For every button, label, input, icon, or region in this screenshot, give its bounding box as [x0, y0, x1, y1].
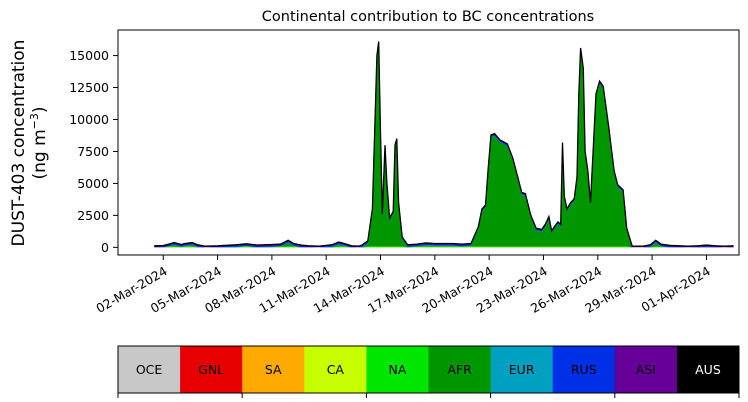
chart-title: Continental contribution to BC concentra… [262, 9, 594, 25]
area-asi [154, 41, 734, 248]
legend-swatch-gnl [180, 346, 243, 393]
y-axis-unit-sup: −3 [28, 113, 41, 129]
legend-frame [117, 345, 740, 394]
legend-swatch-eur [490, 346, 554, 393]
plot-area [154, 41, 734, 248]
area-eur [154, 43, 734, 248]
y-axis-unit-label: (ng m−3) [28, 106, 50, 179]
y-axis-label: DUST-403 concentration [9, 40, 29, 247]
y-tick-label: 7500 [77, 144, 109, 159]
legend-swatch-ca [304, 346, 367, 393]
legend-swatch-aus [676, 346, 740, 393]
legend-label-ca: CA [327, 362, 345, 377]
legend-label-oce: OCE [136, 362, 163, 377]
legend-swatch-rus [552, 346, 616, 393]
y-axis: 0 2500 5000 7500 10000 12500 15000 [69, 48, 118, 255]
legend-swatch-afr [428, 346, 492, 393]
legend-label-gnl: GNL [198, 362, 224, 377]
y-axis-unit-close: ) [30, 106, 50, 113]
y-axis-label-line1: DUST-403 concentration [9, 40, 29, 247]
y-tick-label: 10000 [69, 112, 109, 127]
legend: OCE GNL SA CA NA AFR EUR RUS ASI AUS [117, 345, 740, 398]
legend-label-aus: AUS [695, 362, 721, 377]
y-tick-label: 2500 [77, 208, 109, 223]
y-tick-label: 12500 [69, 80, 109, 95]
legend-swatch-sa [242, 346, 305, 393]
total-series-line [154, 41, 734, 247]
legend-label-sa: SA [265, 362, 282, 377]
y-tick-label: 5000 [77, 176, 109, 191]
plot-frame [117, 29, 740, 256]
legend-swatch-asi [614, 346, 678, 393]
legend-label-asi: ASI [636, 362, 656, 377]
legend-label-na: NA [388, 362, 406, 377]
legend-label-afr: AFR [447, 362, 472, 377]
x-axis: 02-Mar-202405-Mar-202408-Mar-202411-Mar-… [93, 255, 713, 316]
legend-label-eur: EUR [509, 362, 535, 377]
legend-swatch-oce [118, 346, 181, 393]
legend-swatch-na [366, 346, 429, 393]
y-tick-label: 0 [101, 240, 109, 255]
legend-label-rus: RUS [571, 362, 597, 377]
area-rus [154, 42, 734, 248]
y-tick-label: 15000 [69, 48, 109, 63]
y-axis-unit-open: (ng m [30, 129, 50, 179]
area-afr [154, 44, 734, 248]
